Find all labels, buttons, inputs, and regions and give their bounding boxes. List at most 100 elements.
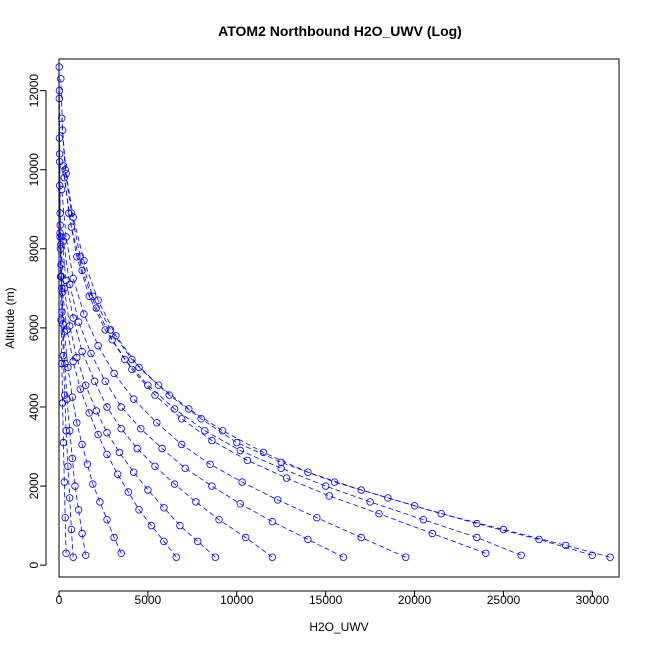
data-point — [181, 464, 189, 472]
data-point — [170, 480, 179, 488]
data-point — [482, 549, 490, 557]
data-point — [274, 496, 282, 504]
data-point — [58, 114, 66, 122]
data-point — [85, 292, 93, 300]
data-point — [241, 533, 250, 542]
data-point — [117, 425, 125, 433]
data-point — [437, 510, 445, 518]
data-point — [103, 516, 111, 524]
data-point — [172, 553, 180, 561]
data-point — [128, 365, 136, 374]
data-point — [606, 553, 614, 561]
data-point — [92, 407, 100, 415]
data-point — [366, 498, 374, 506]
data-point — [94, 342, 102, 350]
data-point — [67, 223, 76, 231]
data-point — [117, 549, 125, 557]
data-point — [59, 438, 68, 447]
data-point — [268, 553, 276, 561]
data-point — [55, 94, 63, 103]
data-point — [78, 347, 86, 356]
data-point — [113, 470, 122, 478]
data-point — [76, 385, 84, 393]
data-point — [62, 276, 70, 285]
series-line — [59, 236, 122, 554]
data-point — [69, 314, 77, 322]
data-point — [89, 480, 97, 488]
data-point — [58, 185, 66, 194]
y-axis: 0 2000 4000 6000 8000 10000 12000 — [27, 74, 47, 568]
data-point — [65, 427, 74, 435]
data-point — [65, 494, 74, 502]
y-axis-label: Altitude (m) — [3, 287, 17, 348]
data-point — [135, 363, 143, 372]
series-line — [59, 90, 74, 558]
data-point — [81, 381, 90, 389]
data-point — [92, 304, 100, 312]
x-tick-label: 20000 — [398, 593, 432, 607]
data-point — [94, 430, 102, 439]
data-point — [56, 272, 65, 281]
data-point — [56, 181, 64, 190]
data-point — [402, 553, 410, 561]
data-point — [384, 494, 392, 502]
x-tick-label: 25000 — [487, 593, 521, 607]
data-point — [236, 446, 244, 455]
data-point — [562, 541, 570, 550]
data-point — [57, 75, 65, 83]
data-point — [165, 391, 173, 399]
data-point — [304, 468, 312, 476]
data-point — [103, 403, 111, 411]
series-line — [63, 240, 344, 558]
data-point — [78, 440, 86, 449]
x-tick-label: 5000 — [135, 593, 162, 607]
data-point — [129, 468, 138, 476]
data-point — [137, 425, 145, 433]
data-point — [375, 510, 383, 518]
data-point — [277, 458, 285, 466]
data-point — [61, 359, 69, 368]
data-point — [304, 535, 312, 544]
data-point — [108, 336, 116, 344]
data-point — [147, 521, 156, 530]
data-point — [282, 474, 291, 482]
y-tick-label: 2000 — [27, 472, 41, 499]
data-point — [60, 391, 69, 399]
data-point — [124, 488, 132, 496]
data-point — [322, 482, 330, 490]
data-point — [58, 288, 67, 296]
data-point — [177, 415, 186, 423]
data-point — [57, 260, 65, 269]
data-point — [201, 427, 209, 435]
data-point — [60, 328, 69, 336]
data-point — [60, 478, 69, 486]
series-line — [61, 189, 406, 558]
data-point — [85, 409, 93, 417]
data-point — [68, 393, 76, 401]
data-point — [67, 525, 76, 534]
data-point — [154, 381, 163, 389]
series-line — [60, 244, 216, 558]
data-point — [73, 353, 81, 362]
data-point — [59, 351, 67, 360]
data-point — [357, 533, 365, 542]
data-point — [121, 355, 129, 364]
data-point — [238, 478, 246, 486]
data-point — [259, 448, 268, 457]
x-tick-label: 30000 — [576, 593, 610, 607]
data-point — [64, 462, 72, 470]
data-point — [410, 502, 419, 510]
y-tick-label: 6000 — [27, 314, 41, 341]
data-point — [110, 369, 118, 378]
data-point — [87, 349, 95, 358]
data-point — [62, 169, 70, 178]
data-point — [158, 444, 166, 453]
data-point — [208, 436, 216, 445]
data-point — [57, 316, 65, 324]
data-point — [151, 391, 159, 399]
data-point — [135, 506, 143, 514]
data-point — [73, 253, 81, 261]
y-tick-label: 8000 — [27, 235, 41, 262]
data-point — [71, 482, 79, 490]
data-point — [160, 504, 168, 512]
